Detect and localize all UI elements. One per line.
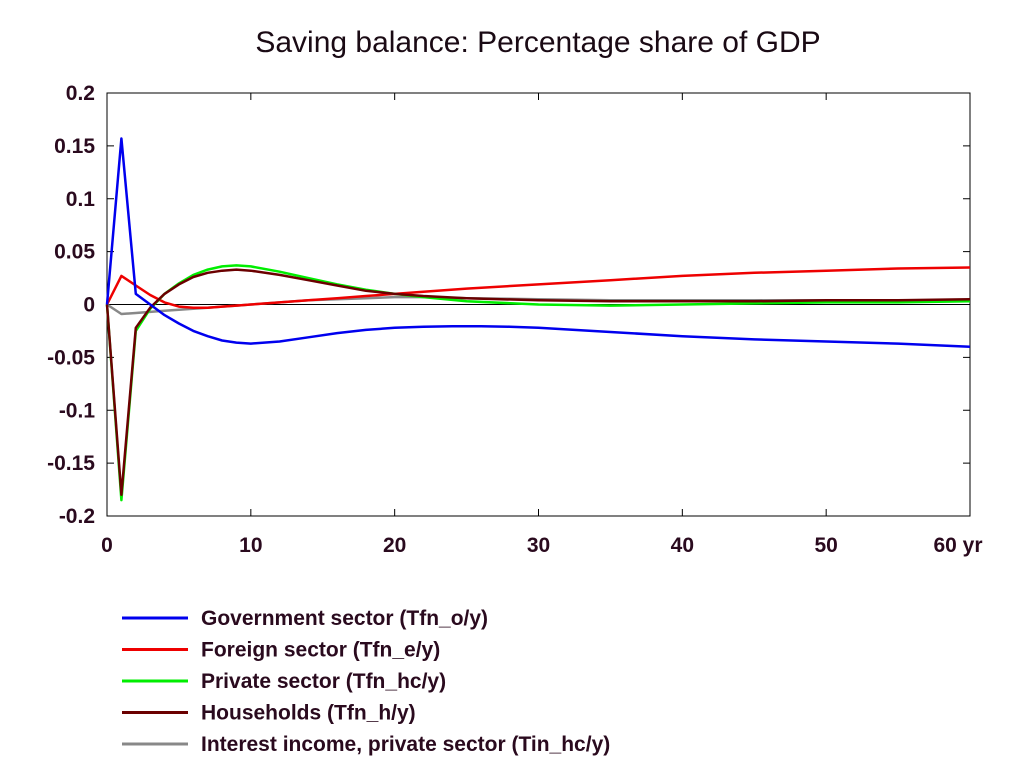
series-line-1 xyxy=(105,137,971,349)
x-tick-label: 20 xyxy=(383,534,406,557)
legend-entry: Households (Tfn_h/y) xyxy=(201,702,416,725)
series-line-2 xyxy=(105,266,971,309)
legend-entry: Government sector (Tfn_o/y) xyxy=(201,607,488,630)
x-tick-label: 0 xyxy=(101,534,113,557)
series-lines xyxy=(105,137,971,502)
x-tick-label: 40 xyxy=(671,534,694,557)
y-tick-label: -0.2 xyxy=(59,505,95,528)
x-tick-label: 10 xyxy=(239,534,262,557)
y-tick-label: 0.15 xyxy=(54,135,95,158)
axis-ticks: 0.2 0.15 0.1 0.05 0 -0.05 -0.1 -0.15 -0.2 0 10 20 30… xyxy=(47,82,982,557)
y-tick-label: -0.15 xyxy=(47,452,95,475)
chart-title: Saving balance: Percentage share of GDP xyxy=(255,26,820,59)
y-tick-label: -0.1 xyxy=(59,399,96,422)
legend: Government sector (Tfn_o/y) Foreign secto… xyxy=(122,607,610,756)
series-line-4 xyxy=(105,268,971,497)
y-tick-label: -0.05 xyxy=(47,346,95,369)
y-tick-label: 0 xyxy=(83,294,95,317)
x-tick-label: 50 xyxy=(814,534,837,557)
x-tick-label: 60 yr xyxy=(933,534,982,557)
legend-entry: Foreign sector (Tfn_e/y) xyxy=(201,639,440,662)
y-tick-label: 0.2 xyxy=(66,82,95,105)
y-tick-label: 0.05 xyxy=(54,241,95,264)
legend-entry: Private sector (Tfn_hc/y) xyxy=(201,670,446,693)
legend-entry: Interest income, private sector (Tin_hc/… xyxy=(201,733,610,756)
y-tick-label: 0.1 xyxy=(66,188,96,211)
x-tick-label: 30 xyxy=(527,534,550,557)
